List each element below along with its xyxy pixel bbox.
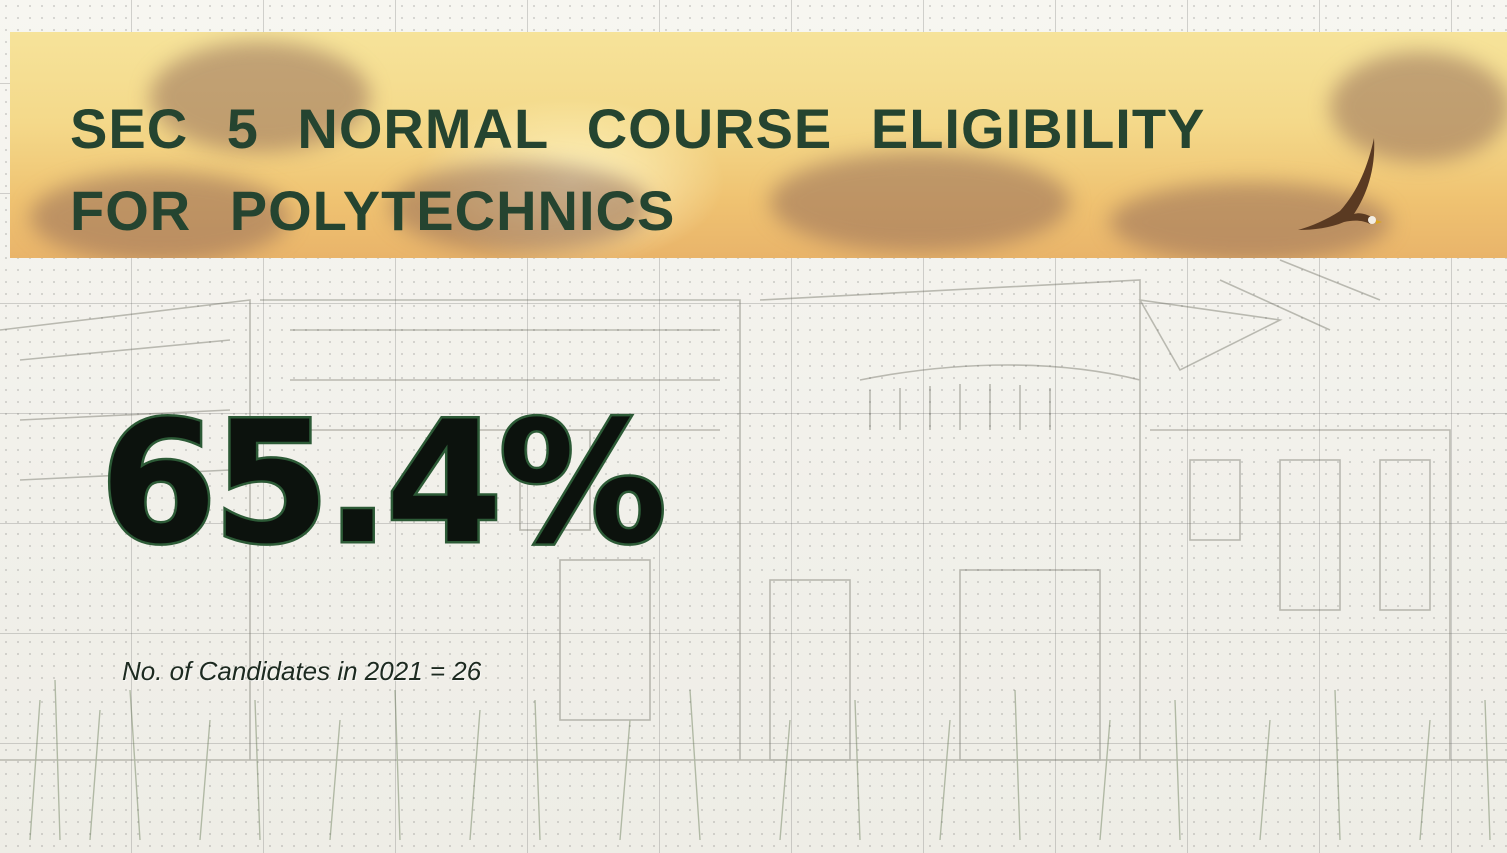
cloud <box>770 152 1070 252</box>
cloud <box>150 42 370 152</box>
cloud <box>390 162 650 252</box>
slide-title-line1: SEC 5 NORMAL COURSE ELIGIBILITY <box>70 97 1206 160</box>
cloud <box>30 172 290 258</box>
cloud <box>1330 52 1507 162</box>
slide-title: SEC 5 NORMAL COURSE ELIGIBILITY FOR POLY… <box>70 88 1205 252</box>
candidates-count-note: No. of Candidates in 2021 = 26 <box>122 656 482 686</box>
eligibility-percentage: 65.4% <box>98 385 670 581</box>
eagle-icon <box>1298 138 1382 230</box>
title-banner <box>10 32 1507 258</box>
slide-title-line2: FOR POLYTECHNICS <box>70 179 676 242</box>
